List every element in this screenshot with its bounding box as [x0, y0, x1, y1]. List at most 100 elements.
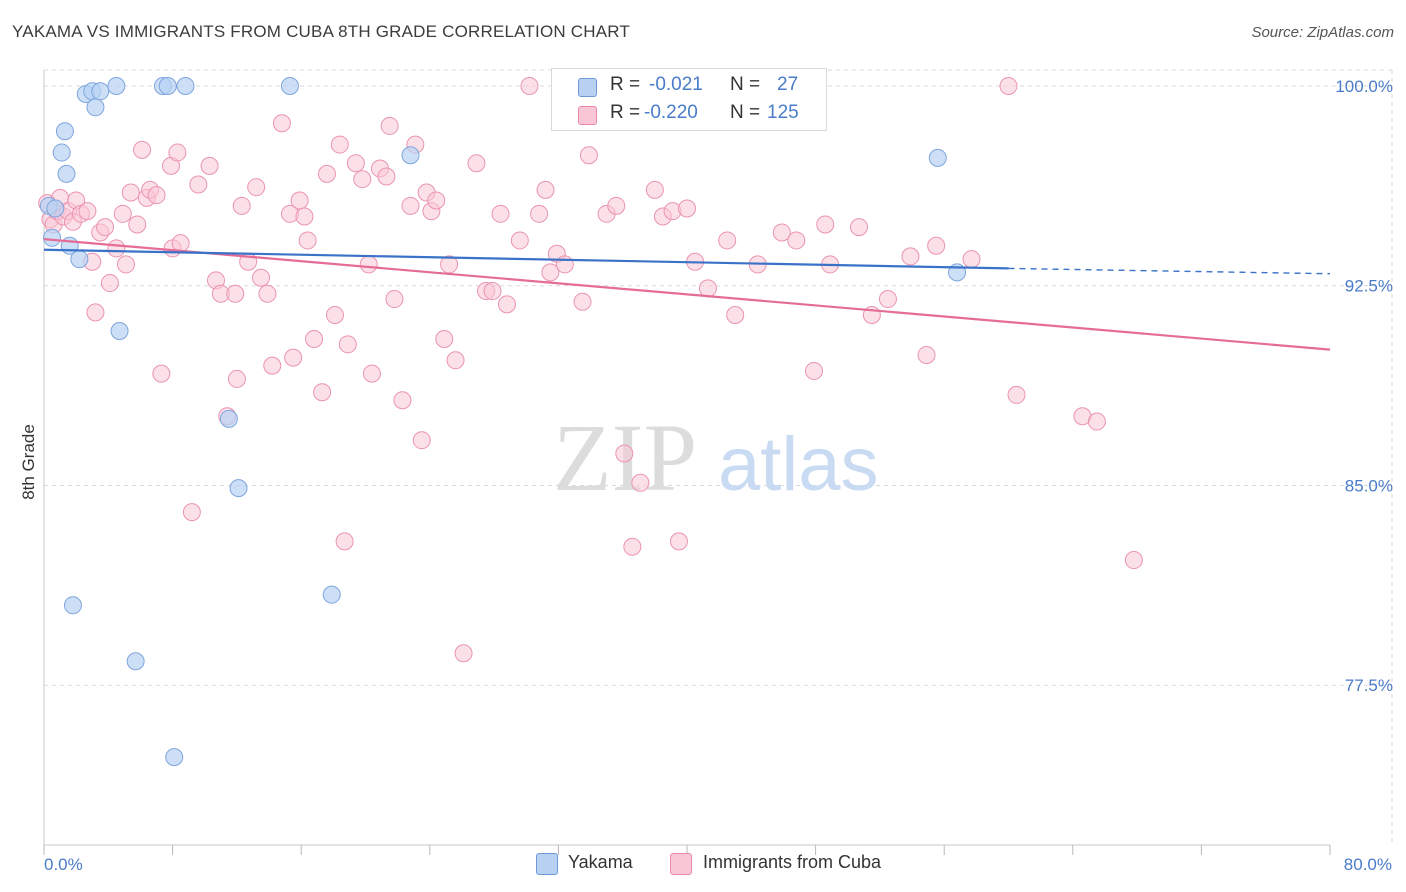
cuba-point [497, 295, 516, 314]
cuba-point [467, 154, 486, 173]
cuba-point [258, 284, 277, 303]
yakama-point [52, 143, 71, 162]
yakama-point [57, 164, 76, 183]
cuba-point [917, 345, 936, 364]
cuba-point [901, 247, 920, 266]
yakama-trend-line [43, 248, 1009, 270]
cuba-point [385, 290, 404, 309]
legend-row-cuba: R = -0.220 N = 125 [552, 100, 826, 128]
yakama-trend-extension [1008, 267, 1331, 275]
cuba-trend-line [43, 238, 1331, 351]
cuba-point [152, 364, 171, 383]
yakama-point [126, 652, 145, 671]
cuba-point [232, 196, 251, 215]
cuba-point [1087, 412, 1106, 431]
legend-r-value-cuba: -0.220 [644, 102, 698, 123]
cuba-point [113, 204, 132, 223]
correlation-legend: R = -0.021 N = 27 R = -0.220 N = 125 [551, 68, 827, 131]
yakama-point [165, 748, 184, 767]
cuba-point [645, 180, 664, 199]
yakama-point [46, 199, 65, 218]
cuba-point [520, 76, 539, 95]
cuba-point [227, 369, 246, 388]
cuba-point [878, 290, 897, 309]
cuba-point [615, 444, 634, 463]
yakama-point [401, 146, 420, 165]
cuba-point [121, 183, 140, 202]
cuba-point [272, 114, 291, 133]
y-tick-label: 100.0% [1335, 77, 1393, 96]
cuba-point [530, 204, 549, 223]
cuba-point [573, 292, 592, 311]
legend-n-value-yakama: 27 [777, 74, 799, 95]
yakama-point [107, 76, 126, 95]
yakama-point [55, 122, 74, 141]
cuba-point [377, 167, 396, 186]
cuba-point [116, 255, 135, 274]
cuba-point [86, 303, 105, 322]
legend-swatch-yakama [536, 853, 558, 875]
cuba-point [718, 231, 737, 250]
cuba-point [335, 532, 354, 551]
cuba-point [510, 231, 529, 250]
legend-label-cuba: Immigrants from Cuba [703, 852, 882, 872]
cuba-point [133, 140, 152, 159]
cuba-point [927, 236, 946, 255]
cuba-point [290, 191, 309, 210]
cuba-point [96, 218, 115, 237]
cuba-point [317, 164, 336, 183]
cuba-point [353, 170, 372, 189]
yakama-point [43, 228, 62, 247]
y-tick-label: 77.5% [1345, 676, 1393, 695]
cuba-point [247, 178, 266, 197]
cuba-point [999, 76, 1018, 95]
cuba-point [804, 361, 823, 380]
legend-swatch-cuba [578, 106, 597, 125]
cuba-point [1007, 385, 1026, 404]
y-tick-label: 92.5% [1345, 277, 1393, 296]
cuba-point [555, 255, 574, 274]
yakama-point [322, 585, 341, 604]
chart-source: Source: ZipAtlas.com [1251, 24, 1394, 41]
cuba-point [330, 135, 349, 154]
cuba-point [325, 306, 344, 325]
x-tick-label: 80.0% [1344, 855, 1392, 874]
legend-row-yakama: R = -0.021 N = 27 [552, 72, 826, 100]
y-axis-title: 8th Grade [19, 424, 38, 500]
x-tick-label: 0.0% [44, 855, 83, 874]
cuba-point [284, 348, 303, 367]
cuba-point [226, 284, 245, 303]
cuba-point [623, 537, 642, 556]
cuba-point [412, 431, 431, 450]
cuba-point [787, 231, 806, 250]
yakama-point [70, 250, 89, 269]
cuba-point [78, 202, 97, 221]
cuba-point [401, 196, 420, 215]
cuba-point [182, 503, 201, 522]
cuba-point [380, 116, 399, 135]
cuba-point [359, 255, 378, 274]
cuba-point [263, 356, 282, 375]
cuba-point [252, 268, 271, 287]
cuba-point [298, 231, 317, 250]
legend-n-label: N = [730, 102, 761, 123]
cuba-point [305, 329, 324, 348]
legend-label-yakama: Yakama [568, 852, 633, 872]
yakama-point [158, 76, 177, 95]
yakama-point [86, 98, 105, 117]
legend-r-label: R = [610, 74, 641, 95]
cuba-point [435, 329, 454, 348]
yakama-point [110, 321, 129, 340]
cuba-point [346, 154, 365, 173]
cuba-point [100, 274, 119, 293]
tick-labels: 100.0% 92.5% 85.0% 77.5% 0.0% 80.0% [44, 77, 1393, 874]
cuba-point [678, 199, 696, 218]
legend-item-cuba: Immigrants from Cuba [670, 852, 930, 876]
cuba-point [362, 364, 381, 383]
cuba-point [816, 215, 835, 234]
yakama-point [928, 148, 947, 167]
watermark-atlas: atlas [718, 422, 879, 507]
cuba-point [491, 204, 510, 223]
cuba-point [726, 306, 745, 325]
cuba-point [107, 239, 126, 258]
